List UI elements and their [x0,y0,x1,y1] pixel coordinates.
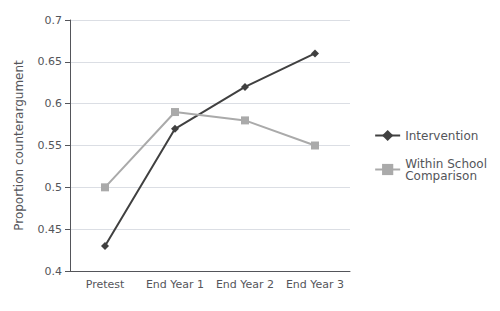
svg-text:Pretest: Pretest [86,278,125,291]
svg-text:End Year 3: End Year 3 [286,278,344,291]
svg-text:0.5: 0.5 [45,181,63,194]
svg-text:0.7: 0.7 [45,14,63,27]
svg-text:0.45: 0.45 [38,223,63,236]
svg-text:Intervention: Intervention [405,129,478,143]
svg-text:Proportion counterargument: Proportion counterargument [12,60,26,231]
svg-text:0.65: 0.65 [38,55,63,68]
svg-text:End Year 2: End Year 2 [216,278,274,291]
svg-text:Comparison: Comparison [405,169,477,183]
svg-text:End Year 1: End Year 1 [146,278,204,291]
svg-text:Within School: Within School [405,156,487,171]
svg-text:0.4: 0.4 [45,265,63,278]
svg-text:0.6: 0.6 [45,97,63,110]
svg-text:0.55: 0.55 [38,139,63,152]
